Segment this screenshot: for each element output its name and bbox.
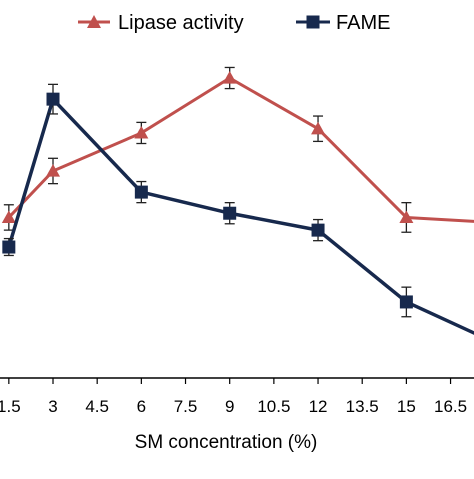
x-tick-label: 6	[137, 397, 146, 416]
data-point-square	[311, 223, 325, 237]
data-point-triangle	[311, 121, 326, 135]
data-point-square	[134, 185, 148, 199]
legend-label: FAME	[336, 12, 390, 34]
data-point-triangle	[399, 210, 414, 224]
legend-marker-triangle	[87, 15, 101, 28]
x-tick-label: 10.5	[257, 397, 290, 416]
data-point-square	[2, 240, 16, 254]
data-point-triangle	[1, 210, 16, 224]
x-tick-label: 7.5	[174, 397, 198, 416]
x-tick-label: 3	[48, 397, 57, 416]
plot-area	[1, 66, 474, 335]
data-point-square	[399, 295, 413, 309]
series-line	[7, 76, 474, 223]
x-axis-title: SM concentration (%)	[135, 432, 318, 453]
x-tick-label: 15	[397, 397, 416, 416]
data-point-triangle	[222, 71, 237, 84]
legend-label: Lipase activity	[118, 12, 244, 34]
legend-item-lipase-activity: Lipase activity	[78, 12, 244, 34]
data-point-square	[46, 92, 60, 106]
legend: Lipase activity FAME	[78, 12, 390, 34]
data-point-triangle	[46, 163, 61, 177]
series-fame	[2, 83, 474, 335]
x-tick-label: 1.5	[0, 397, 21, 416]
x-tick-label: 9	[225, 397, 234, 416]
series-lipase-activity	[1, 66, 474, 233]
axes: 1.5 3 4.5 6 7.5 9 10.5 12 13.5 15 16.5	[0, 377, 474, 416]
data-point-square	[223, 206, 237, 220]
legend-marker-square	[306, 15, 320, 29]
legend-item-fame: FAME	[296, 12, 390, 34]
data-point-triangle	[134, 125, 149, 139]
x-tick-label: 16.5	[434, 397, 467, 416]
x-tick-label: 4.5	[85, 397, 109, 416]
x-tick-label: 12	[309, 397, 328, 416]
x-tick-label: 13.5	[346, 397, 379, 416]
